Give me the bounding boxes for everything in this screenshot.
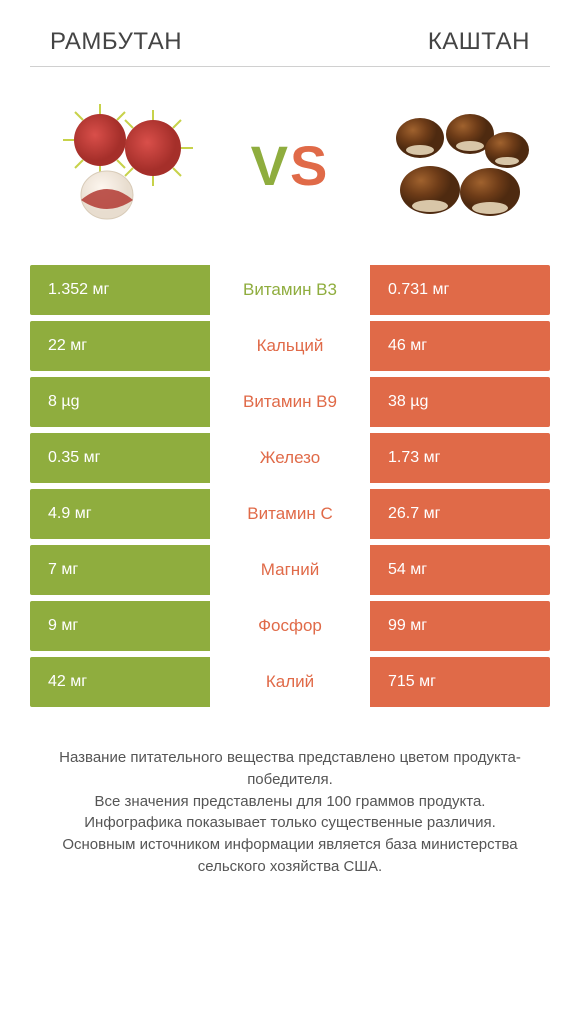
nutrient-label: Фосфор [210, 601, 370, 651]
vs-v: V [251, 133, 290, 198]
right-value-cell: 0.731 мг [370, 265, 550, 315]
left-product-image [40, 95, 210, 235]
right-value-cell: 38 µg [370, 377, 550, 427]
vs-s: S [290, 133, 329, 198]
table-row: 22 мгКальций46 мг [30, 321, 550, 371]
nutrient-label: Железо [210, 433, 370, 483]
table-row: 1.352 мгВитамин B30.731 мг [30, 265, 550, 315]
nutrient-label: Витамин C [210, 489, 370, 539]
left-value-cell: 22 мг [30, 321, 210, 371]
footer-line: Название питательного вещества представл… [30, 747, 550, 791]
table-row: 4.9 мгВитамин C26.7 мг [30, 489, 550, 539]
header-divider [30, 66, 550, 67]
left-value-cell: 7 мг [30, 545, 210, 595]
table-row: 9 мгФосфор99 мг [30, 601, 550, 651]
right-value-cell: 46 мг [370, 321, 550, 371]
nutrient-label: Кальций [210, 321, 370, 371]
table-row: 42 мгКалий715 мг [30, 657, 550, 707]
right-value-cell: 54 мг [370, 545, 550, 595]
left-value-cell: 0.35 мг [30, 433, 210, 483]
right-value-cell: 1.73 мг [370, 433, 550, 483]
footer-line: Основным источником информации является … [30, 834, 550, 878]
footer-line: Инфографика показывает только существенн… [30, 812, 550, 834]
nutrient-label: Витамин B9 [210, 377, 370, 427]
right-product-title: КАШТАН [428, 28, 530, 56]
nutrient-label: Калий [210, 657, 370, 707]
left-value-cell: 4.9 мг [30, 489, 210, 539]
left-value-cell: 9 мг [30, 601, 210, 651]
nutrient-label: Магний [210, 545, 370, 595]
left-value-cell: 1.352 мг [30, 265, 210, 315]
vs-label: V S [251, 133, 330, 198]
table-row: 8 µgВитамин B938 µg [30, 377, 550, 427]
right-value-cell: 99 мг [370, 601, 550, 651]
header: РАМБУТАН КАШТАН [0, 0, 580, 66]
right-value-cell: 26.7 мг [370, 489, 550, 539]
left-product-title: РАМБУТАН [50, 28, 182, 56]
nutrient-label: Витамин B3 [210, 265, 370, 315]
footer-notes: Название питательного вещества представл… [30, 747, 550, 878]
left-value-cell: 8 µg [30, 377, 210, 427]
comparison-table: 1.352 мгВитамин B30.731 мг 22 мгКальций46… [30, 265, 550, 707]
footer-line: Все значения представлены для 100 граммо… [30, 791, 550, 813]
right-product-image [370, 95, 540, 235]
images-row: V S [0, 85, 580, 265]
right-value-cell: 715 мг [370, 657, 550, 707]
table-row: 7 мгМагний54 мг [30, 545, 550, 595]
table-row: 0.35 мгЖелезо1.73 мг [30, 433, 550, 483]
left-value-cell: 42 мг [30, 657, 210, 707]
